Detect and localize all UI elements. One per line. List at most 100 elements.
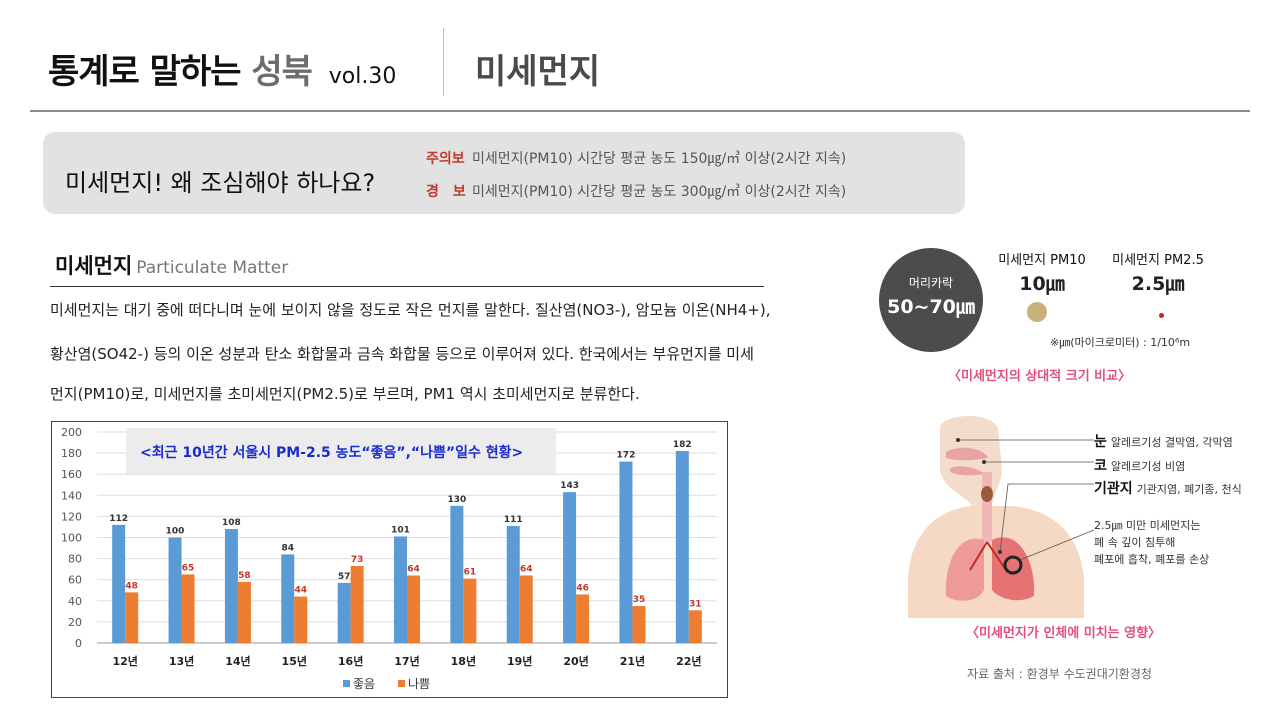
- oral-cavity: [950, 466, 984, 476]
- y-tick-label: 140: [61, 489, 82, 502]
- advisory-line: 주의보 미세먼지(PM10) 시간당 평균 농도 150㎍/㎥ 이상(2시간 지속…: [426, 148, 846, 168]
- nose-effect-label: 코 알레르기성 비염: [1094, 455, 1185, 475]
- eye-effect-label: 눈 알레르기성 결막염, 각막염: [1094, 431, 1233, 451]
- eye-pointer-dot: [956, 438, 960, 442]
- data-label: 44: [295, 586, 308, 596]
- hair-value: 50~70㎛: [887, 296, 975, 318]
- x-tick-label: 16년: [338, 654, 363, 668]
- alveoli-magnifier: [1003, 555, 1023, 575]
- y-tick-label: 160: [61, 468, 82, 481]
- data-label: 48: [125, 581, 138, 591]
- paragraph-line-1: 미세먼지는 대기 중에 떠다니며 눈에 보이지 않을 정도로 작은 먼지를 말한…: [50, 301, 771, 319]
- y-tick-label: 0: [75, 637, 82, 650]
- hair-label: 머리카락: [908, 276, 954, 290]
- lung-line-2: 폐 속 깊이 침투해: [1094, 536, 1176, 549]
- bronchi-pointer-dot: [998, 550, 1002, 554]
- bar-bad: [407, 575, 420, 643]
- header-divider: [443, 28, 444, 96]
- hair-size-circle: 머리카락 50~70㎛: [879, 248, 983, 352]
- bronchi-text: 기관지염, 폐기종, 천식: [1136, 483, 1242, 496]
- section-title: 미세먼지 Particulate Matter: [55, 250, 288, 280]
- data-label: 64: [520, 564, 533, 574]
- human-body-illustration: [908, 415, 1095, 618]
- chart-canvas: 0 20 40 60 80 100 120 140 160 180 200 <최근 10년간 서울시…: [61, 426, 717, 691]
- warning-label: 경 보: [426, 184, 466, 200]
- bronchi-effect-label: 기관지 기관지염, 폐기종, 천식: [1094, 478, 1242, 498]
- bronchi: [969, 541, 1007, 571]
- health-effect-caption: 〈미세먼지가 인체에 미치는 영향〉: [966, 626, 1162, 641]
- data-label: 64: [407, 564, 420, 574]
- title-place: 성북: [251, 52, 313, 92]
- data-label: 35: [633, 595, 646, 605]
- nose-title: 코: [1094, 458, 1107, 474]
- header-rule: [30, 110, 1250, 112]
- size-compare-caption: 〈미세먼지의 상대적 크기 비교〉: [948, 369, 1132, 384]
- data-label: 100: [166, 527, 185, 537]
- advisory-label: 주의보: [426, 151, 465, 167]
- data-label: 57: [338, 572, 351, 582]
- y-tick-label: 20: [68, 616, 82, 629]
- bar-bad: [294, 596, 308, 643]
- data-label: 172: [617, 451, 636, 461]
- bar-good: [506, 525, 520, 643]
- y-tick-label: 180: [61, 447, 82, 460]
- chart-legend: 좋음 나쁨: [343, 677, 430, 691]
- data-label: 108: [222, 518, 241, 528]
- pm25-value: 2.5㎛: [1131, 273, 1185, 295]
- bar-bad: [350, 565, 364, 643]
- x-tick-label: 21년: [620, 654, 645, 668]
- bar-bad: [576, 594, 590, 643]
- x-tick-label: 13년: [169, 654, 194, 668]
- section-rule: [50, 286, 764, 287]
- bar-good: [224, 529, 238, 643]
- trachea: [982, 472, 992, 542]
- bronchi-title: 기관지: [1094, 481, 1133, 497]
- data-label: 31: [689, 599, 702, 609]
- data-label: 111: [504, 515, 523, 525]
- eye-title: 눈: [1094, 434, 1107, 450]
- eye-text: 알레르기성 결막염, 각막염: [1110, 436, 1233, 449]
- legend-label: 좋음: [353, 677, 375, 691]
- data-source: 자료 출처 : 환경부 수도권대기환경청: [967, 667, 1152, 681]
- alert-question: 미세먼지! 왜 조심해야 하나요?: [65, 169, 376, 197]
- bar-good: [281, 554, 295, 643]
- chart-title-box: [126, 428, 556, 474]
- data-label: 143: [560, 481, 579, 491]
- bar-good: [112, 524, 126, 643]
- x-tick-label: 14년: [225, 654, 250, 668]
- page-topic: 미세먼지: [475, 52, 601, 92]
- data-label: 182: [673, 440, 692, 450]
- bar-bad: [632, 606, 646, 643]
- y-tick-label: 60: [68, 574, 82, 587]
- pm10-particle-dot: [1027, 302, 1047, 322]
- bar-bad: [125, 592, 139, 643]
- y-tick-label: 80: [68, 553, 82, 566]
- legend-swatch: [343, 680, 350, 687]
- x-tick-label: 20년: [563, 654, 588, 668]
- bar-good: [450, 505, 464, 643]
- chart-title: <최근 10년간 서울시 PM-2.5 농도“좋음”,“나쁨”일수 현황>: [140, 444, 523, 461]
- left-lung: [945, 538, 984, 601]
- data-label: 46: [576, 583, 589, 593]
- unit-note: ※㎛(마이크로미터) : 1/10⁶m: [1050, 336, 1191, 349]
- report-title: 통계로 말하는 성북 vol.30: [48, 44, 396, 93]
- data-label: 130: [447, 495, 466, 505]
- chart-x-ticks: 12년 13년 14년 15년 16년 17년 18년 19년 20년 21년 22년: [112, 654, 701, 668]
- lung-pointer-line: [1019, 529, 1095, 561]
- legend-label: 나쁨: [408, 677, 430, 691]
- bar-bad: [688, 610, 702, 643]
- y-tick-label: 40: [68, 595, 82, 608]
- bar-bad: [237, 581, 251, 643]
- bar-good: [675, 450, 689, 643]
- nose-text: 알레르기성 비염: [1110, 460, 1186, 473]
- pm25-particle-dot: [1159, 313, 1164, 318]
- data-label: 84: [282, 543, 295, 553]
- section-title-ko: 미세먼지: [55, 254, 133, 278]
- paragraph-line-2: 황산염(SO42-) 등의 이온 성분과 탄소 화합물과 금속 화합물 등으로 …: [50, 345, 754, 363]
- data-label: 65: [182, 563, 195, 573]
- x-tick-label: 18년: [451, 654, 476, 668]
- paragraph-line-3: 먼지(PM10)로, 미세먼지를 초미세먼지(PM2.5)로 부르며, PM1 …: [50, 385, 640, 403]
- bar-chart: 0 20 40 60 80 100 120 140 160 180 200 <최근 10년간 서울시…: [51, 421, 728, 698]
- warning-text: 미세먼지(PM10) 시간당 평균 농도 300㎍/㎥ 이상(2시간 지속): [472, 184, 847, 200]
- x-tick-label: 22년: [676, 654, 701, 668]
